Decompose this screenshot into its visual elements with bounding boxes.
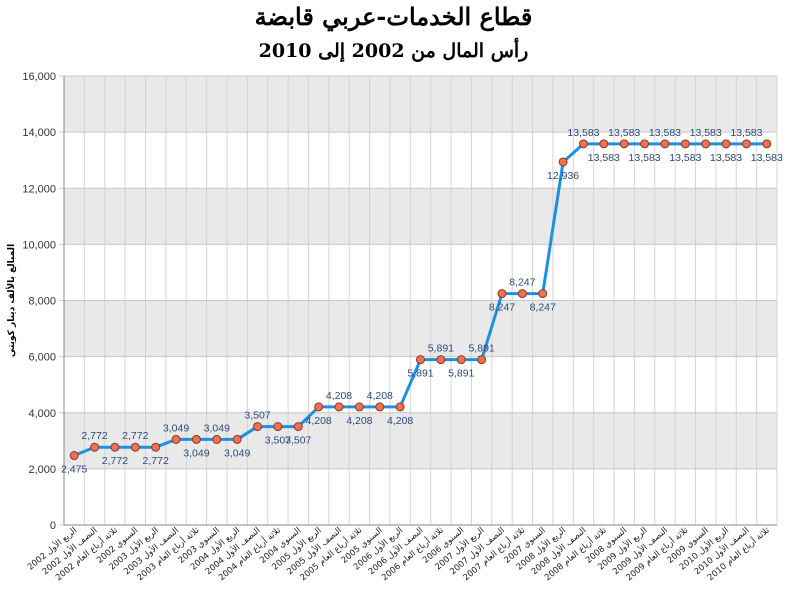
data-label: 13,583 xyxy=(608,127,640,139)
data-point xyxy=(599,139,609,149)
data-point xyxy=(721,139,731,149)
data-point xyxy=(416,355,425,365)
data-point xyxy=(273,422,283,432)
data-label: 3,049 xyxy=(224,447,250,459)
data-point xyxy=(741,139,751,149)
data-label: 3,507 xyxy=(285,435,311,447)
y-tick-label: 8,000 xyxy=(28,296,56,308)
data-label: 4,208 xyxy=(326,390,352,402)
data-label: 13,583 xyxy=(588,152,620,164)
series-markers xyxy=(69,139,772,461)
data-point xyxy=(619,139,629,149)
data-point xyxy=(517,289,527,299)
data-label: 13,583 xyxy=(710,152,742,164)
data-label: 2,772 xyxy=(81,430,107,442)
grid-band xyxy=(64,76,777,133)
chart-title: قطاع الخدمات-عربي قابضة xyxy=(254,2,533,31)
data-label: 13,583 xyxy=(649,127,681,139)
data-point xyxy=(212,434,222,444)
grid-band xyxy=(64,300,777,357)
data-point xyxy=(762,139,772,149)
data-label: 5,891 xyxy=(407,368,433,380)
data-point xyxy=(538,289,548,299)
data-label: 13,583 xyxy=(669,152,701,164)
data-label: 2,475 xyxy=(61,464,87,476)
data-label: 5,891 xyxy=(428,343,454,355)
data-point xyxy=(395,402,405,412)
data-point xyxy=(477,355,487,365)
data-label: 5,891 xyxy=(448,368,474,380)
data-label: 4,208 xyxy=(367,390,393,402)
data-point xyxy=(69,451,79,461)
data-point xyxy=(680,139,690,149)
data-point xyxy=(293,422,303,432)
data-point xyxy=(130,442,140,452)
data-label: 2,772 xyxy=(122,430,148,442)
data-label: 8,247 xyxy=(530,302,556,314)
data-point xyxy=(354,402,364,412)
data-label: 13,583 xyxy=(751,152,783,164)
y-tick-label: 2,000 xyxy=(28,464,56,476)
data-point xyxy=(334,402,344,412)
data-point xyxy=(456,355,466,365)
data-point xyxy=(253,422,263,432)
data-label: 12,936 xyxy=(547,170,579,182)
y-tick-label: 12,000 xyxy=(22,183,56,195)
data-label: 3,049 xyxy=(204,422,230,434)
y-tick-label: 4,000 xyxy=(28,408,56,420)
data-label: 8,247 xyxy=(489,302,515,314)
data-point xyxy=(701,139,711,149)
y-axis-label: المبالغ بالألف دينار كويتي xyxy=(5,244,17,357)
y-tick-label: 14,000 xyxy=(22,127,56,139)
data-label: 4,208 xyxy=(346,415,372,427)
y-tick-label: 0 xyxy=(50,520,56,532)
data-label: 8,247 xyxy=(509,277,535,289)
y-tick-label: 6,000 xyxy=(28,352,56,364)
data-label: 13,583 xyxy=(567,127,599,139)
data-point xyxy=(151,442,161,452)
y-tick-label: 16,000 xyxy=(22,71,56,83)
chart-subtitle: رأس المال من 2002 إلى 2010 xyxy=(258,40,529,62)
data-point xyxy=(110,442,120,452)
data-point xyxy=(640,139,650,149)
grid-band xyxy=(64,188,777,245)
gridlines xyxy=(59,75,778,526)
data-point xyxy=(497,289,507,299)
data-label: 4,208 xyxy=(306,415,332,427)
data-label: 13,583 xyxy=(629,152,661,164)
data-label: 4,208 xyxy=(387,415,413,427)
data-point xyxy=(436,355,446,365)
data-point xyxy=(558,157,568,167)
data-label: 3,507 xyxy=(244,410,270,422)
data-point xyxy=(171,434,181,444)
data-label: 3,049 xyxy=(163,422,189,434)
data-labels: 2,475 2,772 2,772 2,772 2,772 3,049 3,049 3,049… xyxy=(61,127,783,476)
data-point xyxy=(232,434,242,444)
data-point xyxy=(314,402,324,412)
data-label: 5,891 xyxy=(468,343,494,355)
data-label: 2,772 xyxy=(143,455,169,467)
data-label: 3,049 xyxy=(183,447,209,459)
data-point xyxy=(375,402,385,412)
axes xyxy=(63,76,777,526)
data-point xyxy=(578,139,588,149)
y-tick-label: 10,000 xyxy=(22,239,56,251)
y-axis-ticks: 0 2,000 4,000 6,000 8,000 10,000 12,000 14,000 1… xyxy=(22,71,56,532)
data-label: 13,583 xyxy=(690,127,722,139)
data-label: 13,583 xyxy=(730,127,762,139)
data-point xyxy=(90,442,100,452)
data-label: 2,772 xyxy=(102,455,128,467)
data-point xyxy=(660,139,670,149)
data-label: 3,507 xyxy=(265,435,291,447)
data-point xyxy=(191,434,201,444)
